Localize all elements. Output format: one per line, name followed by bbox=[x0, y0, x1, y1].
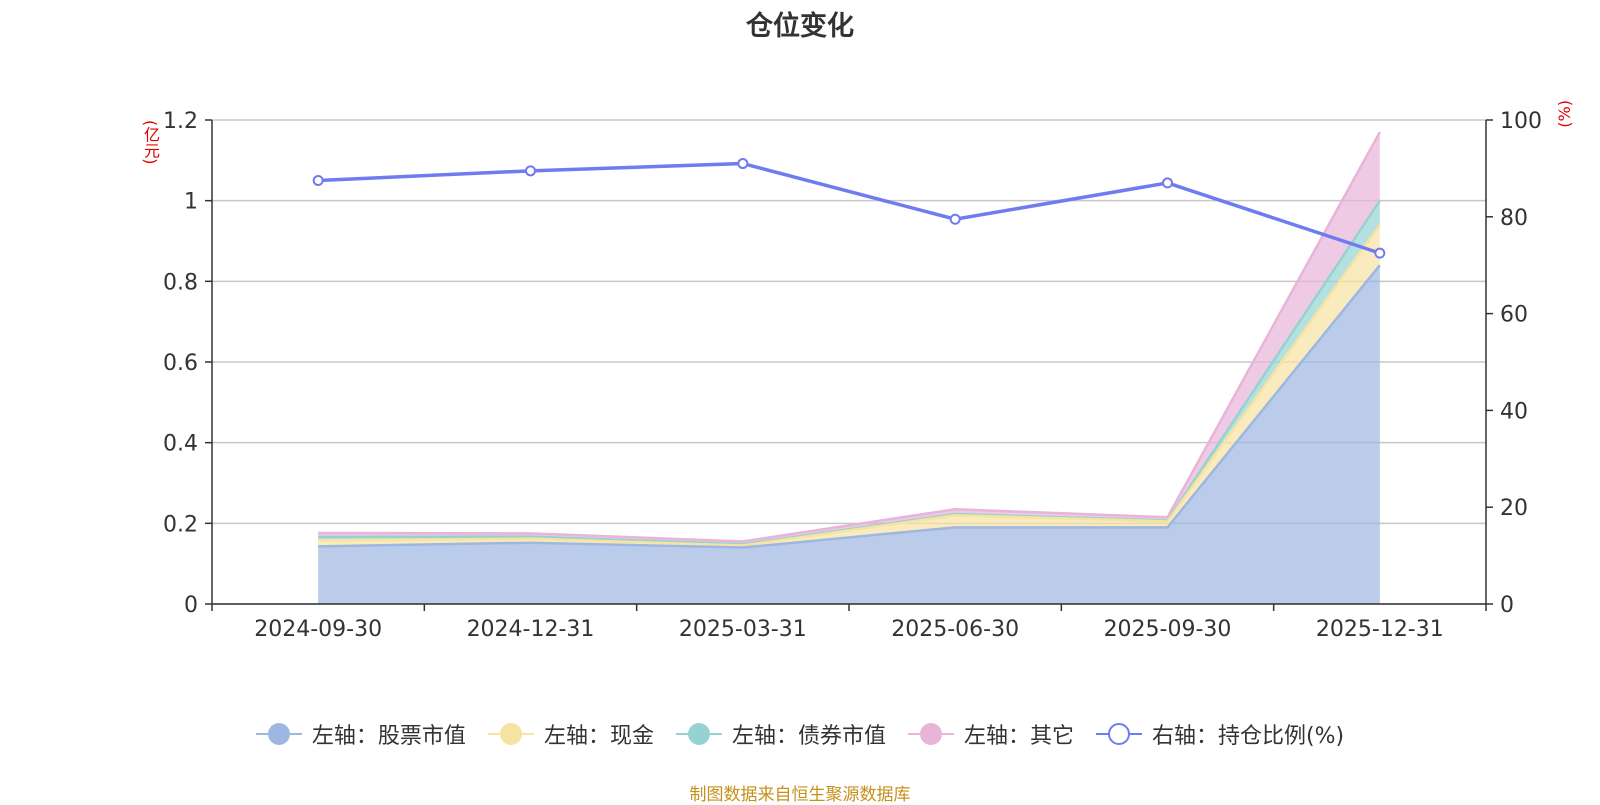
x-tick-label: 2024-09-30 bbox=[254, 617, 382, 642]
legend-item[interactable]: 左轴：其它 bbox=[907, 718, 1074, 750]
data-source-note: 制图数据来自恒生聚源数据库 bbox=[689, 785, 911, 805]
x-tick-label: 2025-09-30 bbox=[1104, 617, 1232, 642]
left-tick-label: 1 bbox=[184, 190, 198, 215]
legend-swatch bbox=[675, 721, 722, 747]
right-tick-label: 40 bbox=[1500, 399, 1528, 424]
line-series bbox=[318, 161, 1381, 255]
left-tick-label: 0.2 bbox=[163, 512, 198, 537]
x-tick-label: 2024-12-31 bbox=[467, 617, 595, 642]
area-edge-左轴：其它 bbox=[318, 131, 1381, 543]
legend: 左轴：股票市值 左轴：现金 左轴：债券市值 左轴：其它 右轴：持仓比例(%) bbox=[0, 718, 1600, 750]
chart-plot: 0 0.2 0.4 0.6 0.8 1 1.2 0 20 40 60 80 100 2024-09-30 2… bbox=[163, 109, 1542, 642]
x-tick-label: 2025-06-30 bbox=[891, 617, 1019, 642]
legend-label: 左轴：其它 bbox=[963, 724, 1074, 749]
right-tick-label: 0 bbox=[1500, 593, 1514, 618]
left-tick-label: 0 bbox=[184, 593, 198, 618]
legend-swatch bbox=[1095, 721, 1142, 747]
legend-swatch bbox=[255, 721, 302, 747]
area-edge-左轴：现金 bbox=[318, 224, 1381, 547]
right-tick-label: 20 bbox=[1500, 496, 1528, 521]
right-tick-label: 60 bbox=[1500, 303, 1528, 328]
chart-title: 仓位变化 bbox=[746, 11, 854, 42]
area-左轴：股票市值 bbox=[318, 265, 1380, 604]
legend-label: 左轴：股票市值 bbox=[311, 724, 466, 749]
legend-item[interactable]: 左轴：债券市值 bbox=[675, 718, 886, 750]
legend-item[interactable]: 左轴：股票市值 bbox=[255, 718, 466, 750]
legend-swatch bbox=[907, 721, 954, 747]
x-tick-label: 2025-12-31 bbox=[1316, 617, 1444, 642]
line-point bbox=[1374, 247, 1386, 259]
line-point bbox=[949, 213, 961, 225]
line-point bbox=[737, 158, 749, 170]
line-point bbox=[312, 175, 324, 186]
line-point bbox=[1162, 177, 1173, 189]
left-tick-label: 0.6 bbox=[163, 351, 198, 376]
legend-label: 右轴：持仓比例(%) bbox=[1151, 724, 1345, 749]
left-tick-label: 0.8 bbox=[163, 270, 198, 295]
legend-label: 左轴：现金 bbox=[543, 724, 654, 749]
line-point bbox=[525, 165, 536, 177]
x-tick-label: 2025-03-31 bbox=[679, 617, 807, 642]
right-tick-label: 100 bbox=[1500, 109, 1542, 134]
right-tick-label: 80 bbox=[1500, 206, 1528, 231]
area-edge-左轴：股票市值 bbox=[318, 264, 1381, 549]
left-tick-label: 1.2 bbox=[163, 109, 198, 134]
legend-item[interactable]: 左轴：现金 bbox=[487, 718, 654, 750]
left-axis-unit: (亿元) bbox=[141, 120, 160, 165]
legend-label: 左轴：债券市值 bbox=[731, 724, 886, 749]
left-tick-label: 0.4 bbox=[163, 432, 198, 457]
legend-item[interactable]: 右轴：持仓比例(%) bbox=[1095, 718, 1345, 750]
legend-swatch bbox=[487, 721, 534, 747]
